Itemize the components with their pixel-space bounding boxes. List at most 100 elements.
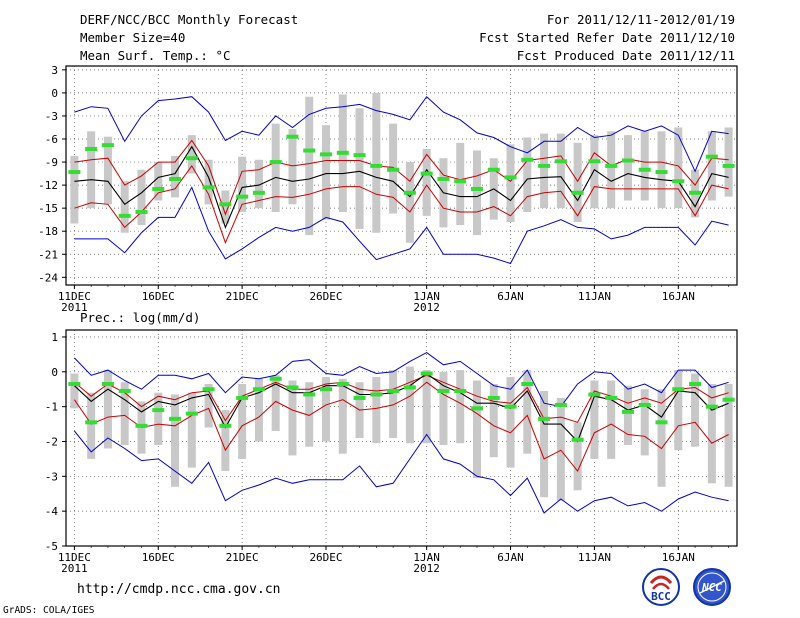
temp-xtick-label: 11JAN — [578, 290, 611, 303]
temp-ytick-label: -6 — [45, 133, 58, 146]
temp-xtick-label: 26DEC — [309, 290, 342, 303]
prec-median-marker — [286, 385, 299, 390]
prec-median-marker — [101, 382, 114, 386]
prec-ensemble-box — [254, 378, 263, 442]
temp-ytick-label: -24 — [38, 271, 58, 284]
prec-median-marker — [269, 376, 282, 381]
temp-median-marker — [420, 171, 433, 176]
temp-series-max-spread-line — [74, 139, 729, 216]
prec-ensemble-box — [623, 385, 632, 445]
prec-median-marker — [135, 423, 148, 428]
prec-series-mean-line — [74, 372, 729, 443]
prec-median-marker — [252, 387, 265, 392]
temp-ensemble-box — [254, 159, 263, 209]
temp-median-marker — [370, 163, 383, 168]
temp-ensemble-box — [456, 142, 465, 226]
prec-panel-title: Prec.: log(mm/d) — [80, 310, 201, 325]
prec-median-marker — [353, 395, 366, 400]
temp-median-marker — [672, 179, 685, 184]
temp-ensemble-box — [724, 127, 733, 197]
prec-ensemble-box — [707, 384, 716, 484]
temp-median-marker — [588, 159, 601, 164]
temp-median-marker — [705, 154, 718, 159]
prec-ensemble-box — [523, 370, 532, 454]
prec-median-marker — [85, 420, 98, 425]
prec-median-marker — [554, 402, 567, 407]
prec-ytick-label: 0 — [51, 366, 58, 379]
prec-median-marker — [504, 404, 517, 409]
temp-ensemble-box — [70, 155, 79, 224]
temp-median-marker — [605, 163, 618, 168]
temp-ensemble-box — [623, 135, 632, 201]
source-url[interactable]: http://cmdp.ncc.cma.gov.cn — [77, 582, 281, 597]
bcc-logo-text: BCC — [651, 590, 671, 603]
temp-ensemble-box — [556, 133, 565, 209]
prec-ensemble-box — [288, 380, 297, 456]
prec-ensemble-box — [70, 373, 79, 409]
prec-ensemble-box — [506, 377, 515, 468]
temp-ensemble-box — [372, 92, 381, 233]
temp-median-marker — [336, 150, 349, 155]
prec-median-marker — [705, 404, 718, 409]
prec-ensemble-box — [456, 370, 465, 444]
prec-ensemble-box — [691, 373, 700, 447]
temp-median-marker — [185, 156, 198, 161]
prec-ensemble-box — [439, 371, 448, 445]
temp-xtick-label: 6JAN — [497, 290, 524, 303]
temp-ensemble-box — [355, 108, 364, 229]
temp-ensemble-box — [322, 125, 331, 220]
forecast-period-label: For 2011/12/11-2012/01/19 — [546, 12, 735, 27]
temp-series-min-spread-line — [74, 164, 729, 245]
temp-ensemble-box — [187, 135, 196, 174]
prec-median-marker — [387, 388, 400, 393]
temp-xtick-year-label: 2011 — [61, 301, 88, 314]
prec-median-marker — [303, 392, 316, 397]
temp-panel-title: Mean Surf. Temp.: °C — [80, 48, 231, 63]
prec-ensemble-box — [590, 380, 599, 459]
prec-ensemble-box — [322, 377, 331, 442]
prec-median-marker — [470, 406, 483, 411]
prec-xtick-label: 16DEC — [142, 551, 175, 564]
prec-ensemble-box — [338, 378, 347, 454]
temp-median-marker — [504, 175, 517, 180]
temp-ensemble-box — [405, 162, 414, 243]
temp-median-marker — [118, 213, 131, 218]
temp-ytick-label: -3 — [45, 110, 58, 123]
temp-median-marker — [538, 163, 551, 168]
prec-ensemble-box — [422, 370, 431, 444]
temp-median-marker — [655, 170, 668, 175]
temp-xtick-label: 16JAN — [662, 290, 695, 303]
prec-ensemble-box — [154, 392, 163, 445]
prec-ytick-label: -4 — [45, 505, 59, 518]
fcst-produced-label: Fcst Produced Date 2011/12/11 — [516, 48, 735, 63]
prec-ensemble-box — [389, 370, 398, 438]
temp-ensemble-box — [590, 135, 599, 209]
prec-xtick-label: 1JAN — [413, 551, 440, 564]
temp-ensemble-box — [506, 144, 515, 222]
chart-main-title: DERF/NCC/BCC Monthly Forecast — [80, 12, 299, 27]
temp-xtick-label: 1JAN — [413, 290, 440, 303]
temp-ensemble-box — [707, 131, 716, 201]
temp-ensemble-box — [540, 133, 549, 209]
temp-ensemble-box — [640, 131, 649, 201]
prec-median-marker — [621, 409, 634, 414]
temp-median-marker — [387, 167, 400, 172]
temp-median-marker — [135, 210, 148, 214]
temp-ensemble-box — [573, 142, 582, 222]
temp-median-marker — [269, 160, 282, 165]
prec-ensemble-box — [171, 394, 180, 487]
prec-median-marker — [68, 382, 81, 386]
ncc-logo: NCC — [693, 568, 731, 606]
temp-median-marker — [68, 170, 81, 175]
prec-ensemble-box — [405, 366, 414, 444]
temp-ensemble-box — [657, 131, 666, 209]
prec-ytick-label: 1 — [51, 331, 58, 344]
temp-ensemble-box — [472, 150, 481, 236]
prec-xtick-label: 6JAN — [497, 551, 524, 564]
fcst-started-label: Fcst Started Refer Date 2011/12/10 — [479, 30, 735, 45]
prec-ensemble-box — [305, 382, 314, 447]
temp-plot-frame — [65, 65, 738, 286]
temp-median-marker — [554, 159, 567, 164]
